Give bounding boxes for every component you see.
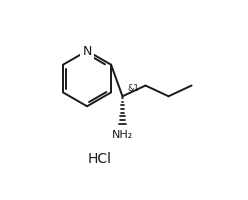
- Text: HCl: HCl: [87, 151, 111, 165]
- Text: &1: &1: [127, 83, 139, 92]
- Text: N: N: [82, 45, 92, 58]
- Text: NH₂: NH₂: [112, 129, 133, 139]
